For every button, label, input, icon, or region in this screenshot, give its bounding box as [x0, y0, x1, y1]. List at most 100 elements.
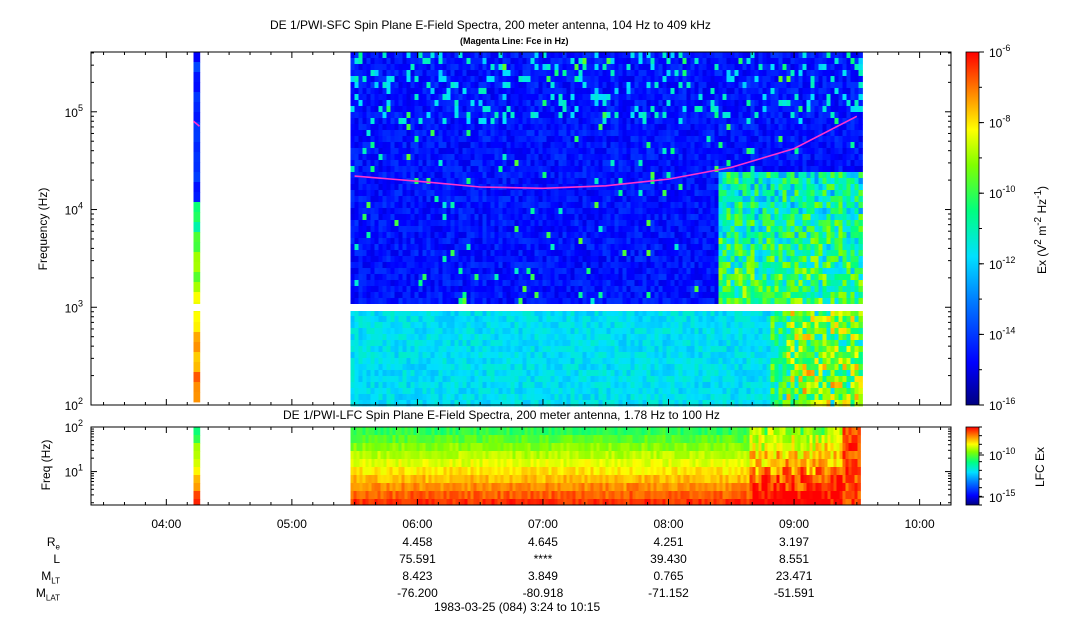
spectrogram-cell	[350, 220, 355, 227]
spectrogram-cell	[514, 88, 519, 95]
spectrogram-cell	[406, 166, 411, 173]
spectrogram-cell	[626, 292, 631, 299]
spectrogram-cell	[622, 196, 627, 203]
spectrogram-cell	[426, 136, 431, 143]
spectrogram-cell	[602, 328, 607, 335]
spectrogram-cell	[658, 64, 663, 71]
spectrogram-cell	[502, 112, 507, 119]
spectrogram-cell	[402, 70, 407, 77]
spectrogram-cell	[350, 322, 355, 329]
spectrogram-cell	[426, 400, 431, 407]
spectrogram-cell	[658, 214, 663, 221]
spectrogram-cell	[478, 382, 483, 389]
spectrogram-cell	[530, 292, 535, 299]
spectrogram-cell	[494, 364, 499, 371]
spectrogram-cell	[454, 238, 459, 245]
spectrogram-cell	[382, 154, 387, 161]
spectrogram-cell	[574, 154, 579, 161]
spectrogram-cell	[626, 76, 631, 83]
spectrogram-cell	[638, 124, 643, 131]
spectrogram-cell	[530, 166, 535, 173]
spectrogram-cell	[550, 352, 555, 359]
spectrogram-cell	[350, 280, 355, 287]
spectrogram-cell	[446, 196, 451, 203]
spectrogram-cell	[638, 166, 643, 173]
spectrogram-cell	[618, 70, 623, 77]
spectrogram-cell	[498, 346, 503, 353]
spectrogram-cell	[606, 400, 611, 407]
spectrogram-cell	[414, 226, 419, 233]
spectrogram-cell	[486, 376, 491, 383]
spectrogram-cell	[574, 64, 579, 71]
spectrogram-cell	[582, 202, 587, 209]
spectrogram-cell	[378, 130, 383, 137]
spectrogram-cell	[674, 274, 679, 281]
spectrogram-cell	[630, 148, 635, 155]
spectrogram-cell	[658, 118, 663, 125]
spectrogram-cell	[598, 148, 603, 155]
spectrogram-cell	[382, 298, 387, 305]
spectrogram-cell	[350, 232, 355, 239]
spectrogram-cell	[193, 282, 201, 293]
spectrogram-cell	[358, 310, 363, 317]
spectrogram-cell	[578, 280, 583, 287]
spectrogram-cell	[558, 160, 563, 167]
spectrogram-cell	[606, 310, 611, 317]
spectrogram-cell	[422, 154, 427, 161]
spectrogram-cell	[614, 190, 619, 197]
spectrogram-cell	[678, 394, 683, 401]
spectrogram-cell	[374, 286, 379, 293]
spectrogram-cell	[446, 238, 451, 245]
spectrogram-cell	[354, 148, 359, 155]
spectrogram-cell	[514, 58, 519, 65]
spectrogram-cell	[350, 250, 355, 257]
spectrogram-cell	[506, 130, 511, 137]
spectrogram-cell	[586, 136, 591, 143]
spectrogram-cell	[382, 400, 387, 407]
spectrogram-cell	[538, 388, 543, 395]
spectrogram-cell	[498, 358, 503, 365]
spectrogram-cell	[550, 106, 555, 113]
spectrogram-cell	[482, 70, 487, 77]
spectrogram-cell	[462, 358, 467, 365]
spectrogram-cell	[386, 220, 391, 227]
spectrogram-cell	[398, 232, 403, 239]
spectrogram-cell	[478, 82, 483, 89]
spectrogram-cell	[450, 88, 455, 95]
spectrogram-cell	[582, 94, 587, 101]
spectrogram-cell	[594, 346, 599, 353]
spectrogram-cell	[382, 244, 387, 251]
spectrogram-cell	[622, 94, 627, 101]
spectrogram-cell	[642, 238, 647, 245]
spectrogram-cell	[526, 160, 531, 167]
spectrogram-cell	[446, 250, 451, 257]
spectrogram-cell	[430, 226, 435, 233]
spectrogram-cell	[454, 328, 459, 335]
spectrogram-cell	[446, 76, 451, 83]
spectrogram-cell	[578, 178, 583, 185]
spectrogram-cell	[358, 76, 363, 83]
spectrogram-cell	[354, 220, 359, 227]
spectrogram-cell	[670, 250, 675, 257]
spectrogram-cell	[682, 244, 687, 251]
spectrogram-cell	[378, 196, 383, 203]
spectrogram-cell	[382, 94, 387, 101]
spectrogram-cell	[350, 346, 355, 353]
spectrogram-cell	[482, 196, 487, 203]
spectrogram-cell	[418, 376, 423, 383]
spectrogram-cell	[574, 208, 579, 215]
spectrogram-cell	[674, 160, 679, 167]
spectrogram-cell	[510, 238, 515, 245]
spectrogram-cell	[406, 124, 411, 131]
spectrogram-cell	[402, 196, 407, 203]
spectrogram-cell	[670, 58, 675, 65]
spectrogram-cell	[474, 112, 479, 119]
spectrogram-cell	[494, 70, 499, 77]
spectrogram-cell	[498, 388, 503, 395]
spectrogram-cell	[434, 76, 439, 83]
spectrogram-cell	[614, 208, 619, 215]
spectrogram-cell	[422, 64, 427, 71]
spectrogram-cell	[514, 82, 519, 89]
spectrogram-cell	[510, 274, 515, 281]
spectrogram-cell	[366, 142, 371, 149]
